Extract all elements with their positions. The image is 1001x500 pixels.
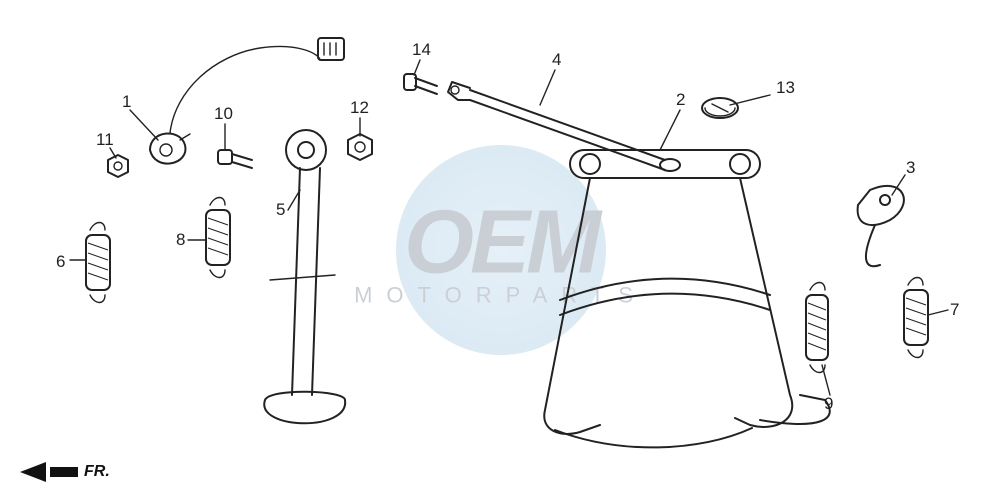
- part-spring-8: [206, 198, 230, 278]
- front-direction: FR.: [20, 462, 110, 482]
- part-bolt-10: [218, 150, 252, 168]
- part-side-stand: [264, 130, 345, 423]
- part-bolt-14: [404, 74, 437, 94]
- part-spring-7: [904, 278, 928, 358]
- part-switch-assy: [150, 38, 344, 164]
- part-spring-9: [806, 283, 828, 373]
- parts-drawing: [0, 0, 1001, 500]
- part-main-stand: [544, 150, 830, 447]
- part-spring-6: [86, 223, 110, 303]
- part-link-bar: [448, 82, 680, 171]
- front-label: FR.: [84, 463, 110, 481]
- part-hook: [858, 186, 904, 266]
- diagram-page: { "watermark": {"brand":"OEM","sub":"MOT…: [0, 0, 1001, 500]
- part-nut-11: [108, 155, 128, 177]
- part-nut-12: [348, 134, 372, 160]
- part-cap-13: [702, 98, 738, 118]
